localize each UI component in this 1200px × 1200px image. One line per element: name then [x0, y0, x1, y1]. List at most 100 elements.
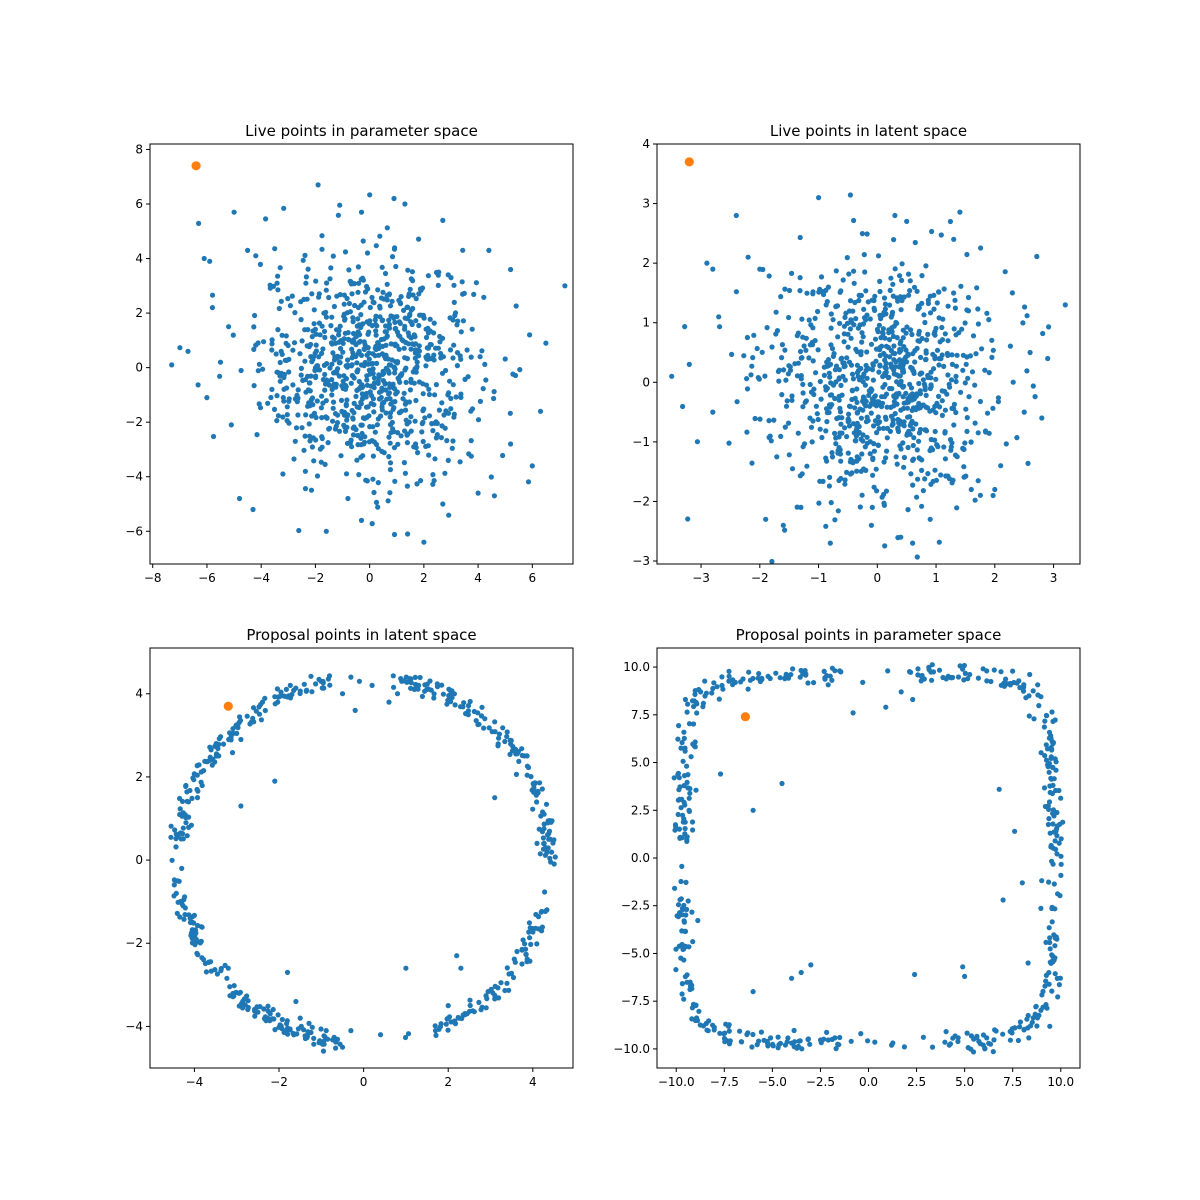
scatter-point: [789, 975, 795, 981]
scatter-point: [418, 478, 424, 484]
scatter-point: [880, 425, 887, 431]
scatter-point: [171, 882, 177, 888]
scatter-point: [461, 700, 467, 706]
scatter-point: [973, 351, 979, 357]
scatter-point: [350, 432, 357, 438]
scatter-point: [290, 382, 296, 388]
scatter-point: [952, 305, 959, 311]
scatter-point: [284, 969, 291, 976]
scatter-point: [832, 517, 838, 523]
scatter-point: [897, 273, 903, 279]
scatter-point: [513, 303, 519, 309]
scatter-point: [377, 1032, 384, 1038]
scatter-point: [371, 409, 377, 415]
scatter-point: [274, 393, 280, 399]
scatter-point: [838, 288, 844, 294]
scatter-point: [281, 371, 287, 378]
scatter-point: [431, 357, 437, 363]
scatter-point: [963, 406, 969, 412]
scatter-point: [300, 377, 306, 383]
scatter-point: [681, 996, 687, 1002]
scatter-point: [184, 798, 190, 805]
scatter-point: [916, 303, 922, 309]
scatter-point: [847, 326, 854, 332]
scatter-point: [842, 314, 848, 320]
scatter-point: [408, 376, 414, 382]
scatter-point: [923, 428, 930, 434]
scatter-point: [878, 404, 885, 410]
scatter-point: [309, 413, 315, 419]
scatter-point: [402, 428, 408, 434]
scatter-point: [717, 771, 724, 777]
x-tick-label: −2.5: [806, 1075, 835, 1089]
scatter-point: [371, 385, 377, 391]
scatter-point: [799, 471, 805, 477]
scatter-point: [747, 677, 754, 683]
scatter-point: [454, 350, 461, 356]
scatter-point: [215, 745, 221, 752]
scatter-point: [331, 335, 337, 341]
scatter-point: [401, 307, 407, 313]
scatter-point: [443, 1021, 449, 1027]
scatter-point: [978, 245, 984, 251]
scatter-point: [998, 463, 1004, 469]
scatter-point: [302, 486, 309, 492]
scatter-point: [888, 404, 894, 410]
scatter-point: [890, 350, 896, 356]
scatter-point: [263, 216, 269, 222]
scatter-point: [998, 669, 1004, 675]
scatter-point: [335, 366, 341, 372]
scatter-point: [448, 395, 454, 402]
scatter-point: [1034, 1023, 1040, 1029]
scatter-point: [427, 316, 433, 322]
scatter-point: [403, 407, 409, 413]
scatter-point: [911, 284, 918, 290]
scatter-point: [172, 827, 178, 833]
scatter-point: [1046, 816, 1052, 822]
scatter-point: [189, 795, 195, 802]
scatter-point: [864, 312, 870, 318]
scatter-point: [1002, 269, 1008, 275]
scatter-point: [717, 1030, 723, 1036]
scatter-point: [431, 320, 437, 326]
scatter-point: [828, 342, 834, 348]
scatter-point: [319, 393, 325, 399]
x-tick-label: 10.0: [1047, 1075, 1074, 1089]
scatter-point: [360, 321, 366, 327]
scatter-point: [891, 394, 897, 400]
scatter-point: [386, 381, 392, 387]
scatter-point: [694, 439, 701, 445]
scatter-point: [340, 378, 346, 384]
scatter-point: [769, 558, 775, 565]
scatter-point: [244, 713, 250, 719]
scatter-point: [302, 252, 308, 258]
scatter-point: [719, 674, 725, 680]
x-tick-label: −2: [751, 571, 769, 585]
scatter-point: [960, 352, 967, 358]
scatter-point: [935, 444, 941, 450]
scatter-point: [812, 338, 818, 344]
scatter-point: [507, 751, 513, 758]
scatter-point: [197, 940, 203, 946]
scatter-point: [954, 352, 960, 358]
scatter-point: [420, 312, 426, 318]
scatter-point: [845, 419, 851, 425]
scatter-point: [764, 325, 770, 331]
scatter-point: [672, 885, 678, 891]
scatter-point: [880, 384, 886, 390]
scatter-point: [359, 396, 365, 402]
scatter-point: [329, 392, 335, 398]
scatter-point: [1042, 718, 1048, 724]
scatter-point: [906, 669, 913, 675]
scatter-point: [947, 218, 954, 225]
scatter-point: [400, 396, 406, 402]
scatter-point: [1038, 750, 1044, 756]
scatter-point: [726, 673, 732, 679]
x-tick-label: 4: [474, 571, 482, 585]
scatter-point: [919, 335, 925, 342]
scatter-point: [370, 366, 376, 372]
scatter-points: [169, 182, 568, 545]
scatter-point: [274, 418, 280, 424]
scatter-point: [416, 348, 422, 354]
scatter-point: [386, 434, 392, 440]
